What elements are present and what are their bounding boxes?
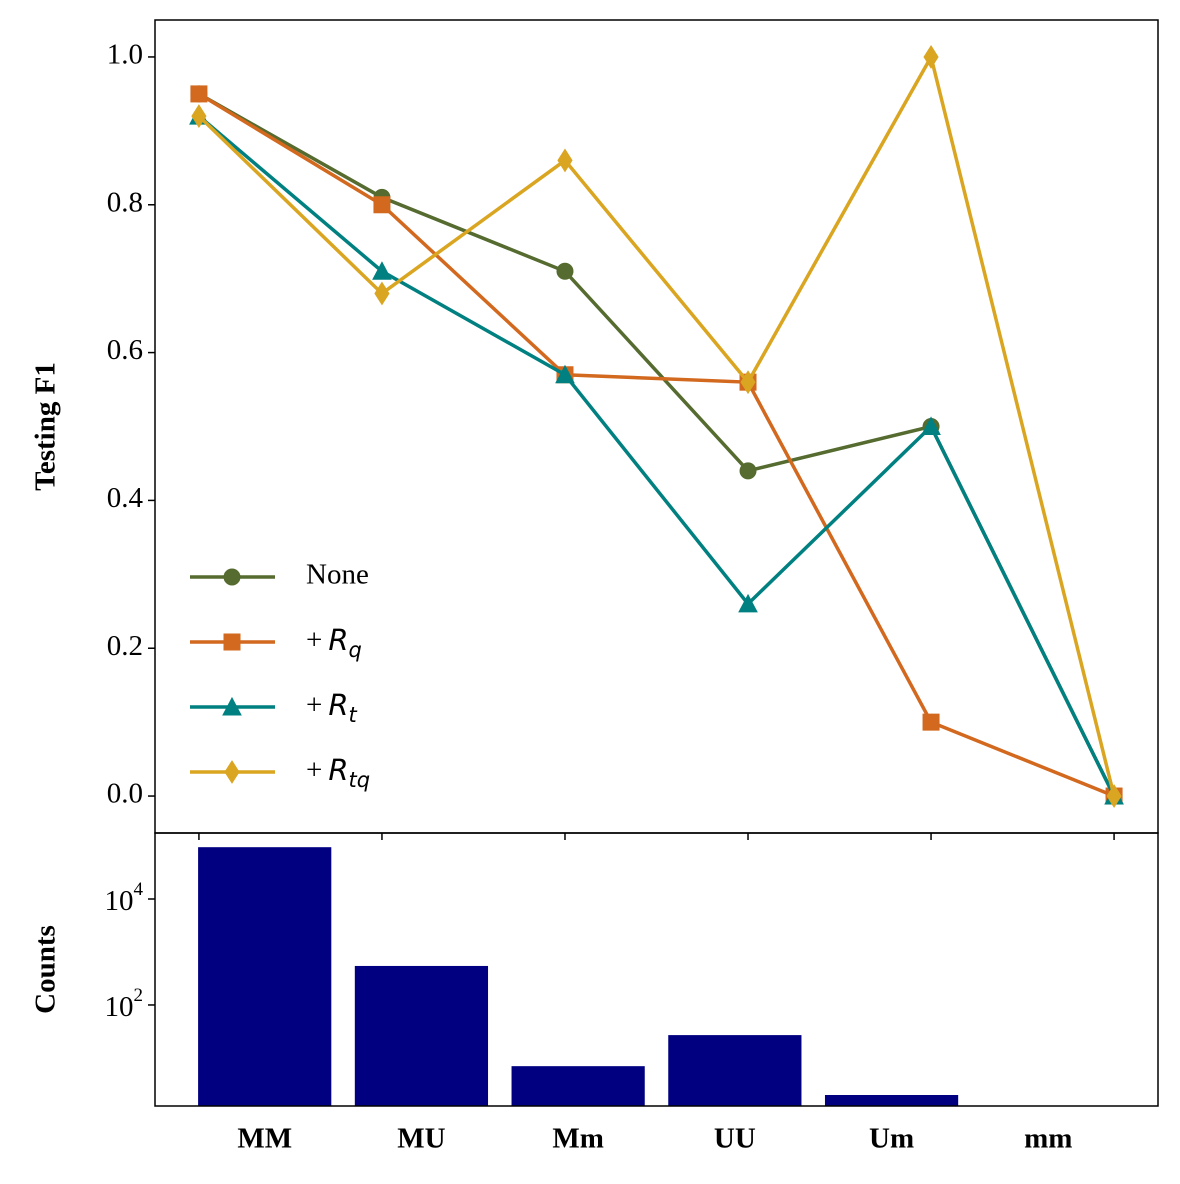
marker bbox=[556, 262, 574, 280]
plot-frame bbox=[154, 832, 1159, 1107]
y-tick-label: 0.4 bbox=[107, 482, 144, 514]
y-tick-label: 0.0 bbox=[107, 778, 143, 810]
bar bbox=[198, 847, 332, 1106]
marker bbox=[223, 568, 241, 586]
line bbox=[197, 52, 1116, 797]
marker bbox=[739, 462, 757, 480]
bar bbox=[354, 965, 489, 1106]
legend-label: + Rt bbox=[306, 688, 358, 727]
marker bbox=[1106, 784, 1122, 808]
x-tick-label: mm bbox=[1024, 1123, 1072, 1155]
marker bbox=[921, 416, 941, 435]
y-tick-label: 102 bbox=[105, 985, 144, 1022]
marker bbox=[374, 281, 390, 306]
marker bbox=[738, 593, 758, 613]
y-axis-label: Counts bbox=[30, 925, 62, 1014]
line bbox=[198, 92, 1115, 798]
marker bbox=[223, 633, 241, 651]
y-tick-label: 1.0 bbox=[107, 39, 143, 71]
y-tick-label: 0.8 bbox=[107, 186, 143, 218]
marker bbox=[373, 196, 391, 214]
x-tick-label: Um bbox=[869, 1123, 914, 1155]
marker bbox=[923, 45, 939, 69]
marker bbox=[557, 148, 573, 173]
y-tick-label: 0.2 bbox=[107, 630, 143, 662]
line bbox=[197, 114, 1116, 797]
y-axis-label: Testing F1 bbox=[30, 362, 62, 491]
bar bbox=[668, 1035, 802, 1106]
x-tick-label: MU bbox=[397, 1123, 445, 1155]
x-tick-label: MM bbox=[237, 1123, 292, 1155]
bar bbox=[511, 1066, 645, 1106]
legend-label: + Rtq bbox=[306, 753, 370, 792]
marker bbox=[222, 696, 242, 716]
legend-label: None bbox=[306, 559, 369, 591]
marker bbox=[224, 760, 240, 784]
y-tick-label: 0.6 bbox=[107, 334, 143, 366]
x-tick-label: Mm bbox=[552, 1123, 604, 1155]
y-tick-label: 104 bbox=[105, 879, 144, 916]
marker bbox=[372, 261, 392, 280]
marker bbox=[922, 713, 940, 731]
legend-label: + Rq bbox=[306, 623, 362, 662]
marker bbox=[555, 364, 575, 384]
bar bbox=[824, 1094, 959, 1106]
x-tick-label: UU bbox=[714, 1123, 756, 1155]
marker bbox=[191, 104, 207, 129]
marker bbox=[190, 85, 208, 103]
marker bbox=[740, 370, 756, 395]
